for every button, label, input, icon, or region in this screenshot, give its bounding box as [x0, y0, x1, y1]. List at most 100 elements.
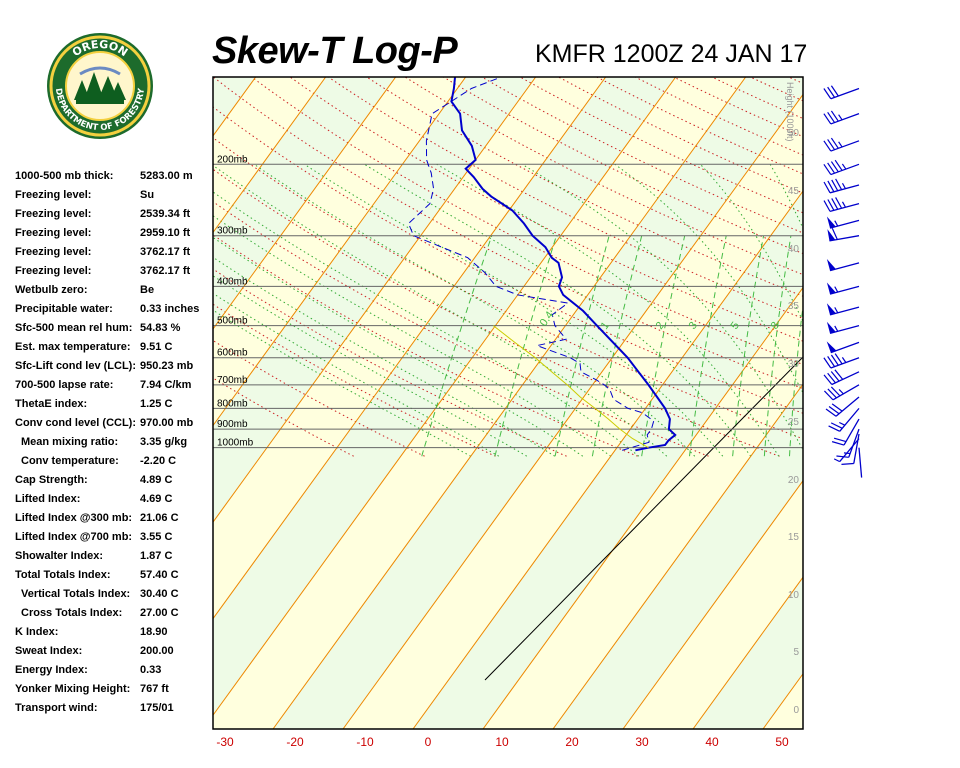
stat-value: 3762.17 ft — [140, 265, 191, 277]
stat-label: Lifted Index: — [15, 493, 81, 505]
mixing-ratio-line — [641, 235, 686, 457]
wind-barb-pennant — [826, 259, 836, 271]
stat-value: 7.94 C/km — [140, 379, 192, 391]
wind-barb-staff — [839, 438, 860, 463]
wind-barb-flag — [834, 159, 843, 171]
stat-label: Precipitable water: — [15, 303, 113, 315]
isotherm — [342, 93, 803, 729]
dry-adiabat — [442, 77, 803, 255]
pressure-label: 600mb — [217, 348, 248, 359]
wind-barb — [831, 418, 860, 446]
moist-adiabat — [253, 163, 696, 457]
wind-barb-pennant — [826, 321, 836, 334]
pressure-label: 800mb — [217, 398, 248, 409]
wind-barb-flag — [823, 113, 832, 125]
height-tick-label: 0 — [793, 705, 799, 716]
wind-barb-staff — [830, 357, 860, 369]
wind-barb — [823, 137, 860, 152]
wind-barb-flag — [827, 388, 837, 399]
wind-barb-flag — [823, 357, 832, 369]
plot-frame — [212, 76, 804, 730]
moist-adiabat — [213, 256, 556, 457]
wind-barb — [823, 110, 860, 125]
isotherm — [552, 383, 803, 729]
dry-adiabat — [213, 268, 567, 457]
height-tick-label: 40 — [788, 244, 800, 255]
mixing-ratio-line — [554, 235, 610, 457]
wind-barb-staff — [829, 184, 860, 194]
stat-value: 0.33 — [140, 664, 162, 676]
wind-barb-flag — [831, 227, 838, 240]
wind-barb-staff — [835, 396, 860, 417]
stat-value: 21.06 C — [140, 512, 179, 524]
stat-label: Freezing level: — [15, 208, 92, 220]
wind-barb-staff — [830, 87, 860, 100]
mixing-ratio-line — [689, 235, 727, 457]
stat-label: Sfc-Lift cond lev (LCL): — [15, 360, 136, 372]
wind-barb-staff — [829, 202, 860, 212]
stat-value: 767 ft — [140, 683, 169, 695]
wind-barb-staff — [843, 418, 860, 446]
wind-barb-flag — [830, 371, 840, 382]
x-tick-label: -10 — [356, 735, 374, 749]
mixing-ratio-label: 1 — [599, 320, 612, 332]
wind-barb-pennant — [826, 341, 837, 353]
stat-label: Vertical Totals Index: — [21, 588, 131, 600]
x-tick-label: 30 — [635, 735, 649, 749]
stat-label: 1000-500 mb thick: — [15, 170, 114, 182]
wind-barb-flag — [830, 422, 843, 429]
height-tick-label: 20 — [788, 475, 800, 486]
wind-barb-halfflag — [838, 114, 843, 121]
dry-adiabat — [213, 234, 638, 457]
wind-barb-pennant — [826, 282, 836, 295]
wind-barb-flag — [835, 197, 843, 209]
moist-adiabat — [436, 163, 780, 457]
wind-barb-flag — [828, 405, 840, 415]
height-tick-label: 15 — [788, 532, 800, 543]
isotherm — [213, 77, 327, 234]
wind-barb — [826, 282, 860, 295]
dry-adiabat — [213, 137, 803, 440]
x-tick-label: -30 — [216, 735, 234, 749]
wind-barb-flag — [830, 85, 839, 97]
mixing-ratio-line — [421, 235, 493, 457]
wind-barb-flag — [830, 354, 839, 366]
stat-value: 1.87 C — [140, 550, 173, 562]
chart-title: Skew-T Log-P — [212, 30, 458, 72]
wind-barb-staff — [830, 163, 860, 176]
wind-barb-staff — [848, 428, 860, 458]
stat-label: Showalter Index: — [15, 550, 104, 562]
mixing-ratio-line — [494, 235, 557, 457]
stat-label: Freezing level: — [15, 246, 92, 258]
dry-adiabat — [213, 339, 425, 457]
wind-barb-staff — [829, 324, 860, 335]
isotherm — [0, 77, 116, 729]
mixing-ratio-line — [789, 302, 803, 457]
stat-label: Lifted Index @700 mb: — [15, 531, 133, 543]
wind-barb-flag — [827, 180, 835, 193]
wind-barb-flag — [834, 353, 843, 365]
stat-value: 9.51 C — [140, 341, 173, 353]
plot-area — [0, 77, 803, 729]
stat-label: Mean mixing ratio: — [21, 436, 119, 448]
wind-barb-halfflag — [834, 220, 839, 227]
height-tick-label: 5 — [793, 647, 799, 658]
stat-value: 2959.10 ft — [140, 227, 191, 239]
wind-barb-halfflag — [841, 163, 847, 170]
wind-barb-staff — [829, 285, 860, 295]
isotherm — [622, 479, 803, 729]
wind-barb-flag — [830, 137, 839, 149]
wind-barb — [841, 433, 860, 465]
stat-value: 4.69 C — [140, 493, 173, 505]
moist-adiabat — [213, 215, 612, 457]
stat-value: 4.89 C — [140, 474, 173, 486]
wind-barb-halfflag — [838, 141, 843, 148]
stat-value: Su — [140, 189, 155, 201]
wind-barb-halfflag — [841, 357, 847, 363]
stat-label: ThetaE index: — [15, 398, 88, 410]
stat-value: 175/01 — [140, 702, 174, 714]
mixing-ratio-label: 3 — [687, 320, 700, 332]
pressure-label: 700mb — [217, 375, 248, 386]
isotherm — [482, 286, 803, 729]
stat-value: -2.20 C — [140, 455, 177, 467]
